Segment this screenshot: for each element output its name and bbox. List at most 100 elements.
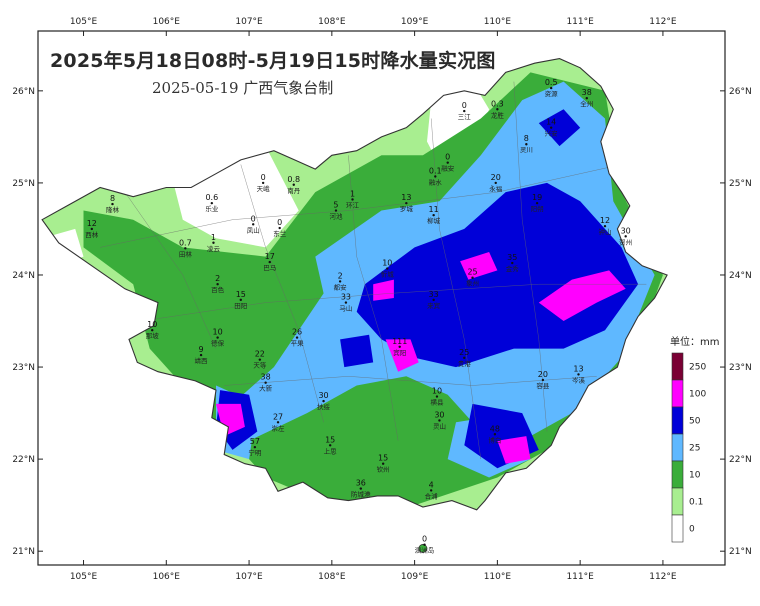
station-dot (322, 399, 325, 403)
station-value: 33 (341, 293, 351, 302)
rain-zone (356, 182, 639, 368)
station-value: 13 (401, 193, 411, 202)
station-value: 11 (429, 205, 439, 214)
lat-tick-label-right: 26°N (729, 87, 752, 97)
station-name: 罗城 (400, 205, 414, 213)
lat-tick-label-left: 21°N (12, 547, 35, 557)
province-border (41, 58, 668, 511)
station-value: 4 (429, 480, 434, 489)
station-name: 隆林 (106, 205, 120, 214)
station-value: 2 (338, 271, 343, 280)
rain-zone (497, 436, 531, 464)
station-name: 上思 (324, 446, 338, 455)
lon-tick-label-bottom: 110°E (484, 572, 512, 582)
station-name: 阳朔 (531, 204, 544, 213)
axis-ticks: 105°E 105°E 106°E 106°E 107°E 107°E 108°E 108°E… (12, 17, 751, 582)
station: 30 扶绥 (317, 391, 331, 411)
station-value: 30 (621, 226, 631, 235)
legend-swatch (671, 487, 684, 516)
legend-swatch (671, 433, 684, 462)
station: 30 灵山 (433, 410, 446, 430)
lon-tick-label-bottom: 111°E (566, 572, 594, 582)
station-name: 百色 (211, 285, 225, 294)
rain-zone (174, 146, 299, 248)
weizhou-island (418, 544, 428, 553)
station-name: 田林 (179, 249, 193, 258)
legend-label: 0.1 (689, 498, 703, 508)
station: 14 兴安 (545, 118, 559, 138)
station: 57 宁明 (248, 437, 262, 457)
station: 17 巴马 (263, 252, 276, 272)
station-value: 25 (459, 348, 469, 357)
legend-swatch (671, 379, 684, 408)
station: 0 天峨 (257, 173, 271, 193)
station-dot (210, 201, 214, 205)
station-dot (435, 395, 439, 398)
station-dot (549, 126, 553, 129)
station-value: 36 (356, 479, 366, 488)
rain-zone (385, 339, 419, 372)
lon-tick-label-top: 111°E (566, 17, 594, 27)
station-dot (381, 462, 385, 465)
station-dot (359, 487, 363, 490)
station-value: 10 (382, 259, 392, 268)
station-name: 乐业 (205, 204, 219, 213)
lon-tick-label-bottom: 108°E (318, 572, 346, 582)
lat-tick-label-right: 22°N (729, 455, 752, 465)
station-value: 0.8 (287, 175, 300, 184)
map-title: 2025年5月18日08时-5月19日15时降水量实况图 (50, 50, 496, 72)
station-name: 来宾 (427, 301, 441, 310)
rain-zone (460, 252, 498, 280)
station-name: 东兰 (273, 229, 287, 238)
station: 38 全州 (580, 88, 593, 108)
station-value: 35 (507, 253, 517, 262)
county-boundary (224, 376, 597, 386)
county-boundary (430, 118, 482, 460)
station: 15 钦州 (377, 454, 390, 474)
station-name: 横县 (430, 398, 444, 407)
lon-tick-label-top: 107°E (235, 17, 263, 27)
station-value: 0.6 (205, 193, 218, 202)
station: 26 平果 (291, 328, 305, 348)
station-name: 凤山 (247, 225, 260, 234)
station-name: 岑溪 (572, 375, 586, 384)
station-value: 5 (333, 201, 338, 210)
station-name: 贺州 (619, 237, 632, 246)
station: 10 那坡 (146, 320, 160, 340)
station-dot (398, 345, 401, 348)
station-dot (199, 353, 203, 357)
station-dot (328, 444, 332, 447)
station-name: 资源 (545, 89, 559, 98)
station: 1 凌云 (207, 233, 221, 253)
station: 0.8 南丹 (287, 175, 301, 195)
station: 111 宾阳 (392, 337, 407, 357)
rainfall-layer (42, 58, 668, 510)
station-name: 德保 (211, 339, 225, 348)
station-value: 2 (215, 274, 220, 283)
lat-tick-label-left: 23°N (12, 363, 35, 373)
stations: 0.5资源 38全州0.3龙胜0三江0融安0.1融水14兴安8灵川20永福19阳朔… (85, 78, 632, 555)
station-dot (432, 213, 435, 217)
station-value: 1 (350, 189, 355, 198)
station: 33 来宾 (427, 290, 441, 310)
station-dot (463, 109, 466, 113)
station-value: 38 (582, 88, 592, 97)
county-boundary (513, 81, 548, 432)
legend-label: 250 (689, 363, 706, 373)
station-name: 凌云 (207, 244, 221, 253)
station: 15 田阳 (234, 290, 247, 310)
station: 2 都安 (334, 271, 348, 291)
station-dot (386, 267, 389, 270)
station: 9 靖西 (195, 345, 209, 365)
station-name: 那坡 (146, 331, 160, 340)
lon-tick-label-top: 108°E (318, 17, 346, 27)
station-name: 扶绥 (317, 402, 331, 411)
station-value: 0 (462, 101, 467, 110)
station: 11 柳城 (427, 205, 441, 225)
station-value: 14 (546, 118, 556, 127)
station: 0 东兰 (273, 218, 287, 238)
rain-zone (340, 334, 374, 368)
lon-tick-label-top: 110°E (484, 17, 512, 27)
